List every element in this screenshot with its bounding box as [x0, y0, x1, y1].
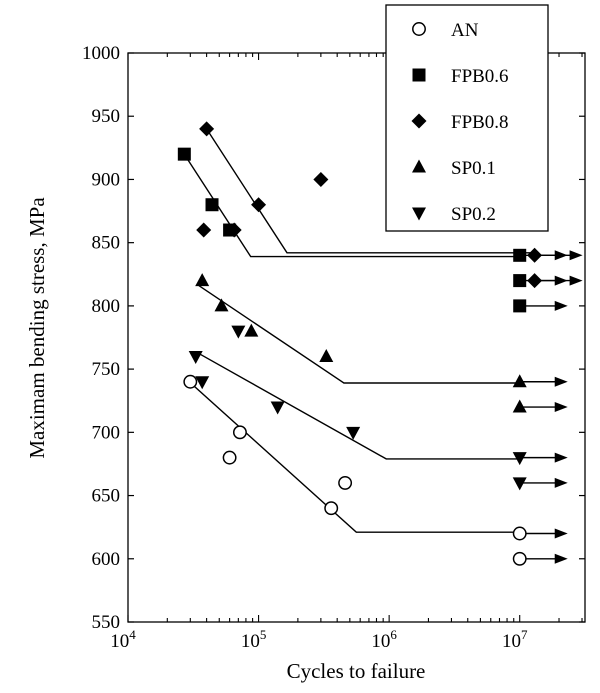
data-point	[183, 374, 198, 389]
runout-arrow-head	[554, 402, 568, 413]
fit-line	[198, 285, 520, 384]
runout-arrow-head	[554, 477, 568, 488]
runout-point	[512, 452, 527, 466]
data-point	[338, 475, 353, 490]
data-point	[346, 426, 361, 440]
legend-marker	[411, 113, 427, 129]
data-point	[222, 450, 237, 465]
runout-point	[513, 248, 527, 262]
runout-point	[512, 374, 527, 388]
legend-label: AN	[451, 20, 479, 41]
y-tick-label: 750	[92, 359, 121, 380]
runout-point	[512, 477, 527, 491]
y-axis: 550 600 650 700 750 800 850 900 950 1000	[82, 43, 585, 633]
runout-arrows	[519, 250, 583, 564]
runout-arrow-head	[554, 452, 568, 463]
legend: AN FPB0.6 FPB0.8 SP0.1 SP0.2	[385, 4, 549, 232]
runout-arrow-head	[569, 275, 583, 286]
data-points	[177, 121, 543, 566]
legend-marker	[412, 159, 426, 173]
fit-line	[206, 128, 535, 254]
legend-label: FPB0.6	[451, 66, 509, 87]
runout-arrow-head	[554, 300, 568, 311]
data-point	[231, 325, 246, 339]
legend-label: FPB0.8	[451, 112, 509, 133]
data-point	[214, 298, 229, 312]
runout-arrow-head	[554, 528, 568, 539]
runout-point	[513, 274, 527, 288]
y-tick-label: 700	[92, 422, 121, 443]
data-point	[199, 121, 215, 137]
data-point	[195, 273, 210, 287]
data-point	[205, 198, 219, 212]
data-point	[319, 348, 334, 362]
y-tick-label: 850	[92, 233, 121, 254]
legend-marker	[412, 22, 426, 36]
fit-line	[185, 378, 520, 533]
y-tick-label: 950	[92, 106, 121, 127]
legend-label: SP0.1	[451, 158, 496, 179]
data-point	[195, 376, 210, 390]
data-point	[324, 501, 339, 516]
data-point	[177, 147, 191, 161]
x-tick-label: 105	[241, 627, 266, 652]
legend-box	[385, 4, 549, 232]
data-point	[270, 401, 285, 415]
y-axis-title: Maximam bending stress, MPa	[25, 197, 49, 459]
data-point	[244, 323, 259, 337]
runout-arrow-head	[554, 553, 568, 564]
legend-label: SP0.2	[451, 204, 496, 225]
x-tick-label: 104	[110, 627, 136, 652]
fit-line	[183, 153, 520, 258]
y-tick-label: 1000	[82, 43, 120, 64]
y-tick-label: 650	[92, 486, 121, 507]
y-tick-label: 800	[92, 296, 121, 317]
data-point	[232, 425, 247, 440]
y-tick-label: 600	[92, 549, 121, 570]
fit-line	[197, 352, 520, 460]
x-axis: 104 105 106 107	[110, 53, 583, 652]
legend-marker	[412, 68, 426, 82]
runout-point	[513, 299, 527, 313]
data-point	[226, 222, 242, 238]
runout-point	[527, 247, 543, 263]
x-tick-label: 107	[502, 627, 528, 652]
runout-point	[512, 399, 527, 413]
x-tick-label: 106	[371, 627, 397, 652]
y-tick-label: 550	[92, 612, 121, 633]
data-point	[196, 222, 212, 238]
legend-marker	[412, 207, 426, 221]
y-tick-label: 900	[92, 169, 121, 190]
data-point	[313, 171, 329, 187]
runout-point	[512, 526, 527, 541]
runout-point	[512, 551, 527, 566]
runout-point	[527, 273, 543, 289]
runout-arrow-head	[554, 376, 568, 387]
runout-arrow-head	[569, 250, 583, 261]
data-point	[188, 350, 203, 364]
x-axis-title: Cycles to failure	[287, 659, 426, 683]
data-point	[251, 197, 267, 213]
plot-area	[127, 52, 586, 623]
